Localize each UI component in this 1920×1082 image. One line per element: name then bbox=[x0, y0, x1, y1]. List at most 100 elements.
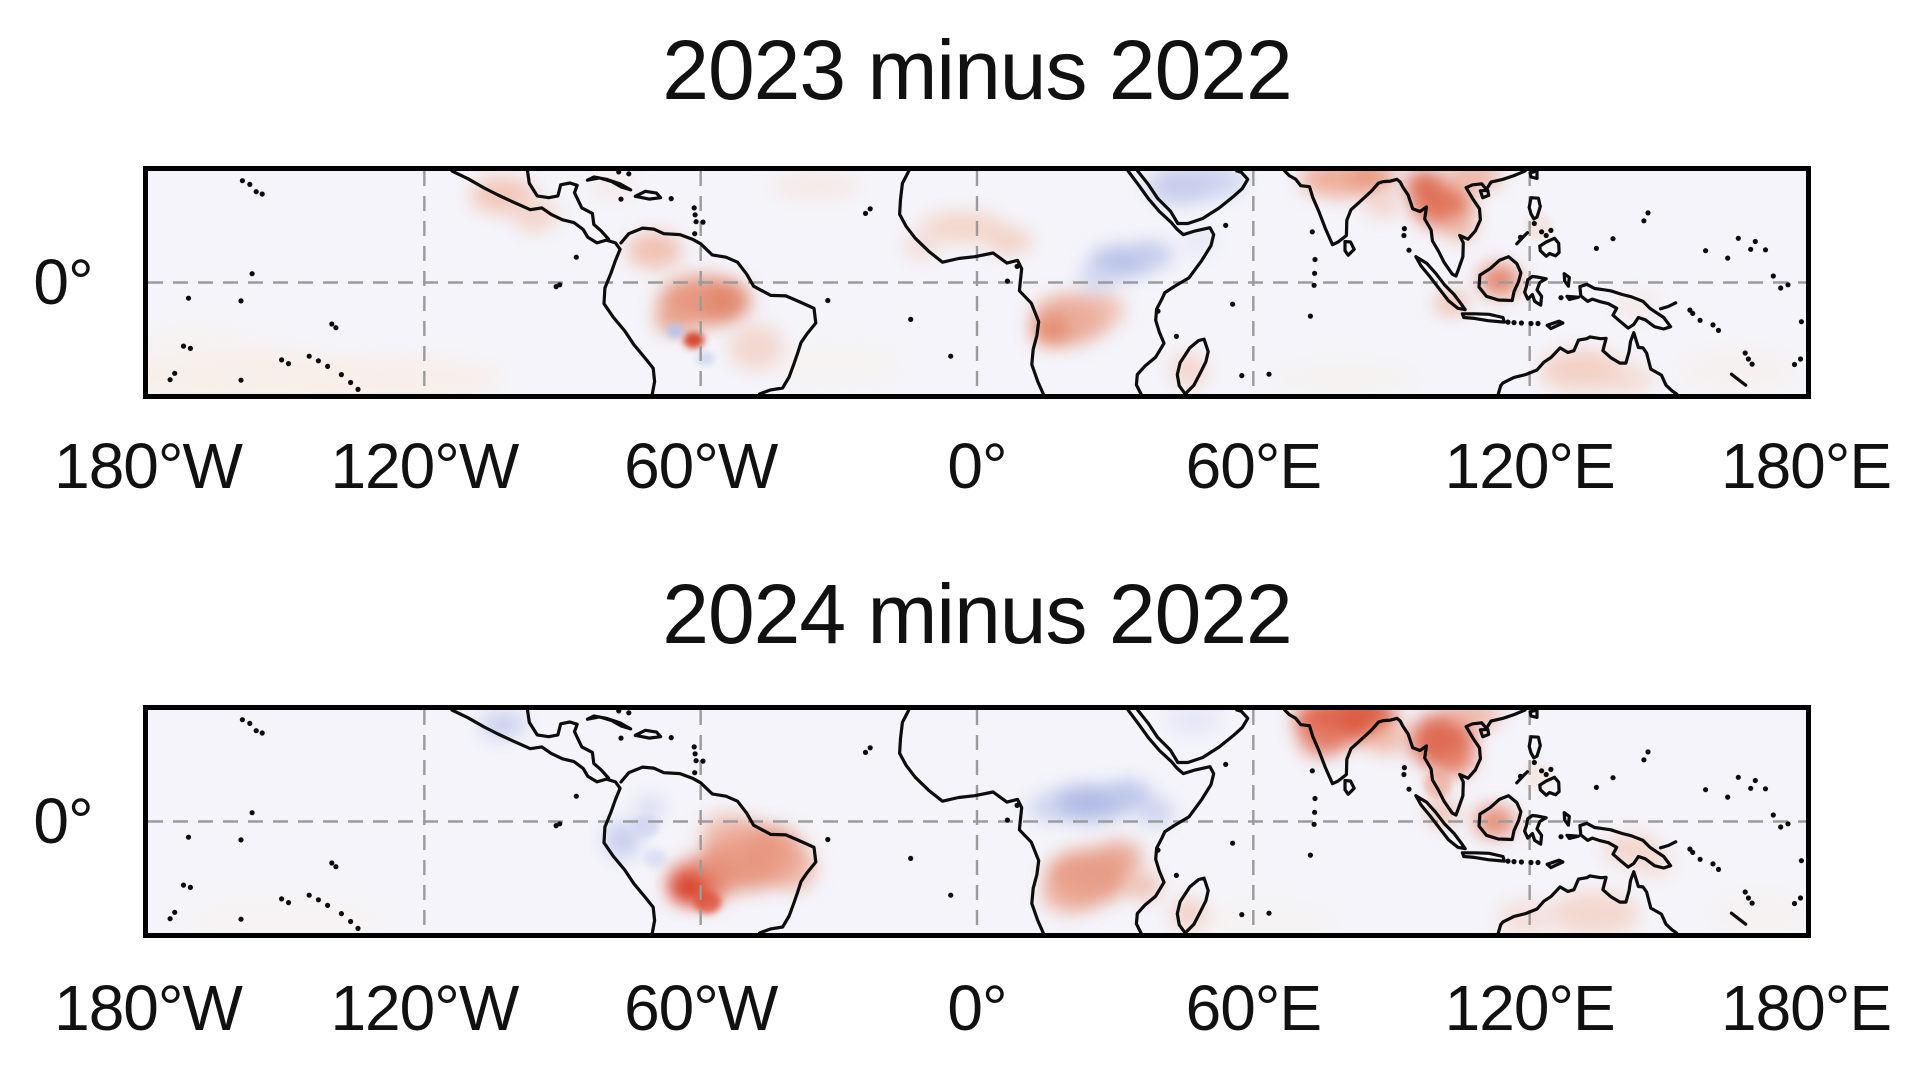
map-island-dot bbox=[1749, 900, 1755, 906]
map-anomaly-blob bbox=[728, 324, 784, 370]
map-island-dot bbox=[1312, 256, 1318, 263]
map-island-dot bbox=[259, 191, 265, 197]
map-island-dot bbox=[1762, 786, 1769, 792]
map-island-dot bbox=[1173, 872, 1179, 878]
map-island-dot bbox=[1543, 771, 1549, 778]
map-island-dot bbox=[1558, 295, 1564, 301]
map-island-dot bbox=[167, 377, 173, 383]
map-island-dot bbox=[692, 231, 698, 237]
map-coastline bbox=[450, 710, 657, 933]
map-coastline bbox=[1527, 196, 1542, 221]
map-coastline bbox=[1136, 171, 1250, 226]
map-coastline bbox=[1578, 282, 1673, 331]
map-island-dot bbox=[355, 925, 361, 931]
map-coastline bbox=[1527, 735, 1542, 760]
map-anomaly-blob bbox=[683, 331, 705, 349]
map-island-dot bbox=[329, 860, 335, 866]
map-anomaly-blob bbox=[148, 324, 250, 361]
map-island-dot bbox=[185, 295, 192, 301]
map-island-dot bbox=[1535, 320, 1541, 327]
x-tick-label: 120°W bbox=[330, 430, 519, 502]
map-island-dot bbox=[867, 745, 873, 751]
map-coastline bbox=[1565, 294, 1581, 302]
map-island-dot bbox=[668, 735, 674, 741]
map-island-dot bbox=[348, 918, 354, 925]
map-island-dot bbox=[1703, 248, 1709, 254]
map-anomaly-blob bbox=[1188, 904, 1337, 933]
map-island-dot bbox=[1312, 795, 1318, 802]
map-coastline bbox=[1175, 876, 1210, 933]
map-island-dot bbox=[239, 717, 245, 723]
map-island-dot bbox=[1173, 333, 1179, 339]
panel-1-map bbox=[143, 166, 1811, 399]
map-island-dot bbox=[1401, 232, 1407, 239]
map-island-dot bbox=[259, 730, 265, 736]
map-island-dot bbox=[247, 181, 253, 187]
map-island-dot bbox=[825, 836, 831, 843]
map-anomaly-blob bbox=[1437, 747, 1475, 776]
map-coastline bbox=[1496, 331, 1679, 394]
map-coastline bbox=[1460, 312, 1506, 324]
map-island-dot bbox=[325, 363, 331, 369]
map-island-dot bbox=[1752, 777, 1758, 784]
x-tick-label: 180°W bbox=[54, 972, 243, 1044]
map-coastline bbox=[1523, 274, 1548, 307]
map-island-dot bbox=[1309, 768, 1315, 774]
map-island-dot bbox=[333, 325, 339, 331]
map-coastline bbox=[1565, 833, 1581, 841]
x-tick-label: 180°E bbox=[1720, 972, 1892, 1044]
map-anomaly-blob bbox=[1106, 780, 1152, 813]
map-island-dot bbox=[1791, 900, 1798, 907]
map-island-dot bbox=[167, 916, 173, 922]
map-island-dot bbox=[1778, 824, 1784, 830]
map-coastline bbox=[1460, 851, 1506, 863]
map-island-dot bbox=[1548, 766, 1554, 772]
map-coastline bbox=[1343, 239, 1356, 257]
map-island-dot bbox=[1266, 910, 1272, 916]
map-island-dot bbox=[692, 212, 698, 218]
map-island-dot bbox=[1798, 858, 1804, 864]
map-island-dot bbox=[1703, 787, 1709, 793]
map-island-dot bbox=[700, 758, 706, 764]
map-island-dot bbox=[1518, 859, 1524, 865]
map-coastline bbox=[1545, 319, 1565, 331]
map-island-dot bbox=[253, 189, 259, 195]
map-anomaly-blob bbox=[1124, 872, 1162, 900]
map-anomaly-blob bbox=[633, 796, 667, 820]
map-island-dot bbox=[1239, 373, 1245, 379]
panel-1-x-axis: 180°W 120°W 60°W 0° 60°E 120°E 180°E bbox=[0, 434, 1920, 506]
map-anomaly-blob bbox=[1138, 798, 1175, 827]
map-island-dot bbox=[1401, 765, 1407, 771]
map-island-dot bbox=[1517, 773, 1524, 779]
x-tick-label: 60°W bbox=[624, 430, 778, 502]
map-coastline bbox=[1343, 778, 1356, 796]
map-island-dot bbox=[1401, 226, 1407, 232]
map-coastline bbox=[525, 710, 611, 780]
map-coastline bbox=[1477, 794, 1523, 842]
x-tick-label: 120°E bbox=[1444, 972, 1616, 1044]
map-island-dot bbox=[180, 882, 187, 888]
map-island-dot bbox=[1785, 282, 1791, 288]
map-island-dot bbox=[862, 210, 869, 216]
map-island-dot bbox=[306, 892, 312, 898]
panel-2-map-canvas bbox=[148, 710, 1806, 933]
map-island-dot bbox=[1791, 361, 1798, 368]
map-anomaly-blob bbox=[1096, 840, 1143, 877]
map-anomaly-blob bbox=[1405, 171, 1443, 202]
map-island-dot bbox=[1610, 775, 1616, 781]
map-anomaly-blob bbox=[1363, 190, 1401, 218]
map-island-dot bbox=[1311, 821, 1317, 827]
map-island-dot bbox=[338, 372, 344, 378]
map-anomaly-blob bbox=[1188, 171, 1245, 198]
map-island-dot bbox=[1531, 220, 1537, 227]
map-anomaly-blob bbox=[1444, 213, 1477, 241]
map-anomaly-blob bbox=[1271, 360, 1420, 394]
map-island-dot bbox=[573, 254, 579, 260]
map-island-dot bbox=[333, 864, 339, 870]
map-coastline bbox=[1562, 811, 1571, 827]
map-island-dot bbox=[187, 884, 193, 890]
map-coastline bbox=[633, 728, 663, 740]
map-island-dot bbox=[867, 206, 873, 212]
map-coastline bbox=[1478, 188, 1491, 200]
map-coastline bbox=[1515, 770, 1529, 785]
